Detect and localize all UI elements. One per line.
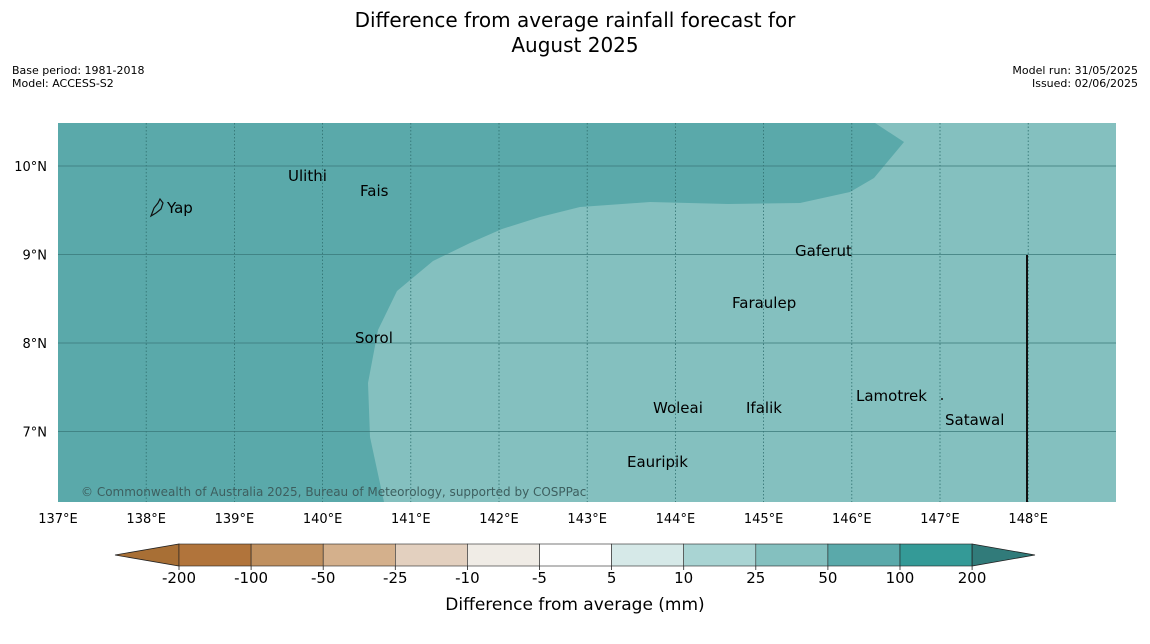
colorbar-segment: [178, 543, 252, 567]
graticule: [58, 123, 1116, 502]
latitude-label: 9°N: [23, 249, 48, 264]
yap-island-outline: [149, 197, 164, 218]
colorbar-label: Difference from average (mm): [445, 595, 704, 615]
place-labels: Yap Ulithi Fais Gaferut Faraulep Sorol W…: [166, 167, 1004, 471]
longitude-label: 145°E: [744, 512, 784, 527]
place-fais: Fais: [360, 182, 389, 200]
issued-date: Issued: 02/06/2025: [1031, 77, 1138, 90]
colorbar-segment: [827, 543, 901, 567]
colorbar-extend-high: [971, 543, 1036, 567]
colorbar-tick-label: -5: [532, 569, 547, 587]
colorbar-segment: [899, 543, 973, 567]
latitude-label: 10°N: [14, 160, 47, 175]
map-title: Difference from average rainfall forecas…: [0, 8, 1150, 58]
place-eauripik: Eauripik: [627, 453, 688, 471]
place-ulithi: Ulithi: [288, 167, 327, 185]
place-yap: Yap: [166, 199, 193, 217]
longitude-label: 137°E: [38, 512, 78, 527]
longitude-label: 141°E: [391, 512, 431, 527]
longitude-label: 148°E: [1008, 512, 1048, 527]
colorbar-segment: [539, 543, 612, 567]
longitude-labels: 137°E 138°E 139°E 140°E 141°E 142°E 143°E 144°E…: [38, 512, 1048, 527]
model-run: Model run: 31/05/2025: [1012, 64, 1138, 77]
longitude-label: 143°E: [567, 512, 607, 527]
colorbar-tick-label: 10: [674, 569, 693, 587]
longitude-label: 139°E: [215, 512, 255, 527]
colorbar-tick-label: 5: [607, 569, 617, 587]
rainfall-band-50-100: [58, 123, 904, 502]
colorbar-tick-label: -50: [311, 569, 336, 587]
colorbar-segment: [250, 543, 324, 567]
meta-right: Model run: 31/05/2025 Issued: 02/06/2025: [1012, 64, 1138, 90]
longitude-label: 144°E: [656, 512, 696, 527]
colorbar-tick-label: 100: [886, 569, 915, 587]
colorbar-extend-low: [114, 543, 180, 567]
longitude-label: 142°E: [479, 512, 519, 527]
place-satawal: Satawal: [945, 411, 1004, 429]
latitude-label: 8°N: [23, 337, 48, 352]
place-lamotrek: Lamotrek: [856, 387, 927, 405]
colorbar-tick-label: -10: [455, 569, 480, 587]
colorbar-segment: [394, 543, 468, 567]
map-area: [58, 123, 1116, 502]
island-dot: [941, 398, 943, 400]
colorbar-tick-label: -100: [234, 569, 268, 587]
longitude-label: 146°E: [832, 512, 872, 527]
colorbar-segment: [683, 543, 757, 567]
colorbar: [114, 543, 1036, 567]
place-gaferut: Gaferut: [795, 242, 852, 260]
meta-left: Base period: 1981-2018 Model: ACCESS-S2: [12, 64, 144, 90]
place-ifalik: Ifalik: [746, 399, 782, 417]
place-faraulep: Faraulep: [732, 294, 796, 312]
colorbar-tick-label: 25: [746, 569, 765, 587]
place-sorol: Sorol: [355, 329, 393, 347]
copyright-notice: © Commonwealth of Australia 2025, Bureau…: [81, 485, 586, 499]
colorbar-tick-label: -25: [383, 569, 408, 587]
latitude-label: 7°N: [23, 426, 48, 441]
longitude-label: 138°E: [126, 512, 166, 527]
longitude-label: 140°E: [303, 512, 343, 527]
colorbar-segment: [467, 543, 540, 567]
place-woleai: Woleai: [653, 399, 703, 417]
colorbar-segment: [322, 543, 396, 567]
latitude-labels: 10°N 9°N 8°N 7°N: [14, 160, 47, 441]
base-period: Base period: 1981-2018: [12, 64, 145, 77]
model-name: Model: ACCESS-S2: [12, 77, 114, 90]
colorbar-segment: [755, 543, 829, 567]
colorbar-tick-label: 200: [958, 569, 987, 587]
colorbar-segment: [611, 543, 684, 567]
colorbar-tick-label: 50: [818, 569, 837, 587]
colorbar-tick-label: -200: [162, 569, 196, 587]
longitude-label: 147°E: [920, 512, 960, 527]
title-line-1: Difference from average rainfall forecas…: [354, 8, 796, 32]
colorbar-tick-labels: -200 -100 -50 -25 -10 -5 5 10 25 50 100 200: [162, 566, 986, 587]
title-line-2: August 2025: [511, 33, 639, 57]
